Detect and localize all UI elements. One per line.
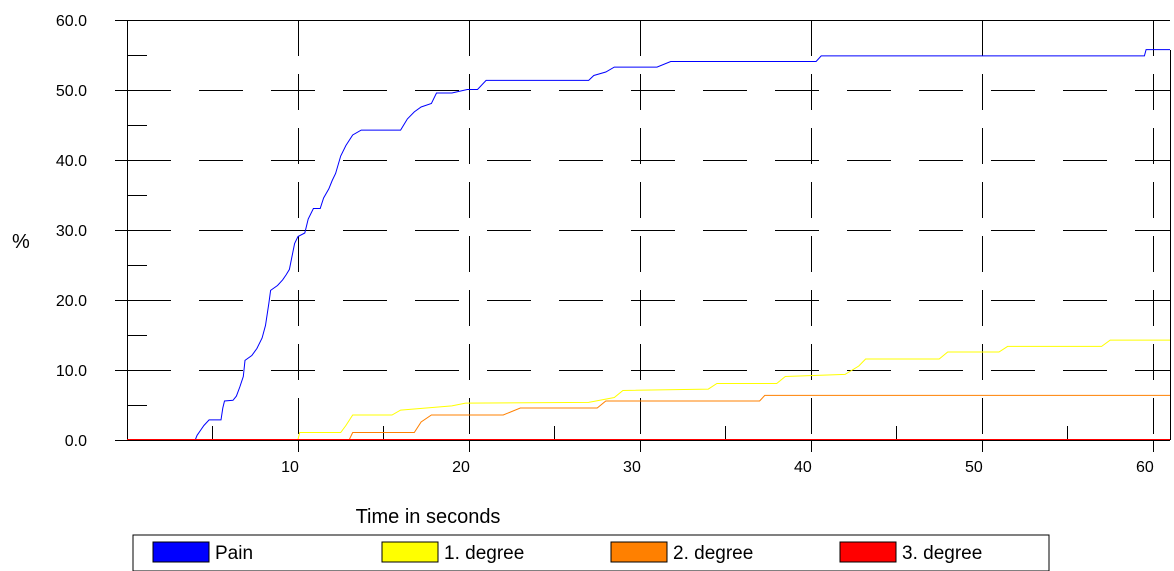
legend: Pain 1. degree 2. degree 3. degree [132, 534, 1050, 571]
series-layer [127, 49, 1170, 440]
series-line-pain [127, 49, 1170, 440]
x-axis-title: Time in seconds [356, 506, 501, 528]
series-line-2-degree [127, 394, 1170, 440]
y-tick-label: 0.0 [65, 433, 87, 450]
x-tick-label: 60 [1136, 459, 1154, 476]
tick-label-layer: 0.0 10.0 20.0 30.0 40.0 50.0 60.0 10 20 30 40 50 60 [56, 13, 1154, 476]
legend-swatch [610, 541, 668, 563]
legend-label: 1. degree [444, 543, 524, 564]
legend-swatch [381, 541, 439, 563]
axis-layer [115, 20, 1171, 452]
legend-label: 2. degree [673, 543, 753, 564]
grid-layer [127, 20, 1170, 440]
legend-items: Pain 1. degree 2. degree 3. degree [152, 541, 982, 564]
x-tick-label: 20 [452, 459, 470, 476]
legend-label: Pain [215, 543, 253, 564]
series-line-1-degree [127, 339, 1170, 440]
legend-swatch [152, 541, 210, 563]
x-tick-label: 30 [623, 459, 641, 476]
x-tick-label: 10 [281, 459, 299, 476]
y-tick-label: 60.0 [56, 13, 87, 30]
y-tick-label: 10.0 [56, 363, 87, 380]
legend-swatch [839, 541, 897, 563]
y-tick-label: 20.0 [56, 293, 87, 310]
y-axis-title: % [12, 231, 30, 253]
x-tick-label: 40 [794, 459, 812, 476]
y-tick-label: 40.0 [56, 153, 87, 170]
y-tick-label: 50.0 [56, 83, 87, 100]
legend-label: 3. degree [902, 543, 982, 564]
x-tick-label: 50 [965, 459, 983, 476]
y-tick-label: 30.0 [56, 223, 87, 240]
